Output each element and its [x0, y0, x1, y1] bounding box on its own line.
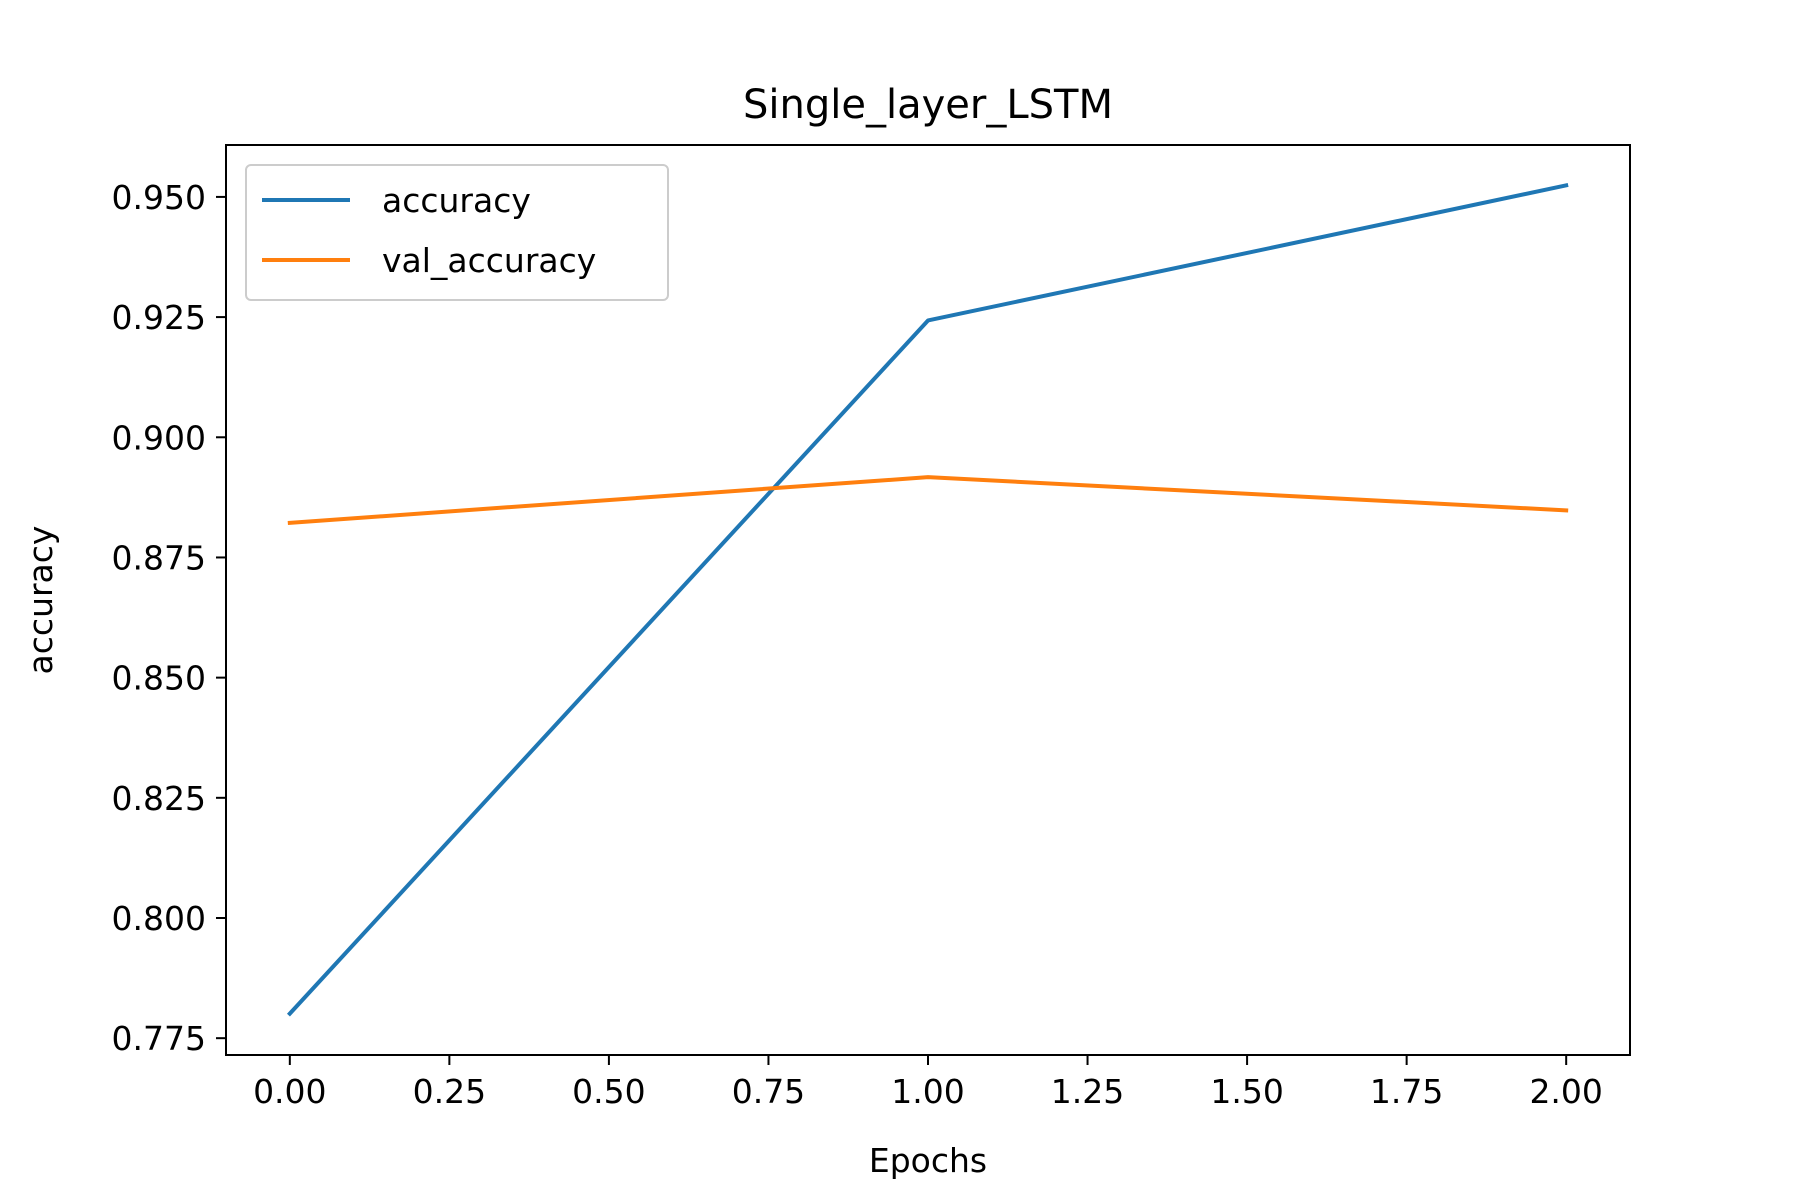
legend: accuracy val_accuracy [245, 164, 669, 301]
y-tick-label: 0.900 [112, 418, 206, 457]
y-tick-label: 0.850 [112, 659, 206, 698]
y-tick-label: 0.925 [112, 298, 206, 337]
ticks-layer: 0.00 0.25 0.50 0.75 1.00 1.25 1.50 1.75 2.00 0.77… [112, 178, 1603, 1111]
x-tick-label: 1.00 [891, 1072, 964, 1111]
x-tick-label: 0.00 [253, 1072, 326, 1111]
y-tick-label: 0.775 [112, 1019, 206, 1058]
x-tick-label: 1.75 [1370, 1072, 1443, 1111]
series-layer [286, 183, 1569, 1017]
plot-frame [225, 144, 1631, 1056]
x-tick-label: 2.00 [1529, 1072, 1602, 1111]
x-tick-label: 1.50 [1210, 1072, 1283, 1111]
y-tick-label: 0.875 [112, 538, 206, 577]
legend-box [245, 164, 669, 301]
legend-label-val-accuracy: val_accuracy [382, 241, 596, 280]
y-tick-label: 0.950 [112, 178, 206, 217]
legend-label-accuracy: accuracy [382, 181, 531, 220]
x-tick-label: 0.50 [572, 1072, 645, 1111]
y-tick-label: 0.800 [112, 899, 206, 938]
x-axis-title: Epochs [869, 1141, 987, 1180]
chart-title: Single_layer_LSTM [743, 82, 1113, 128]
x-tick-label: 0.75 [732, 1072, 805, 1111]
x-tick-label: 1.25 [1051, 1072, 1124, 1111]
x-tick-label: 0.25 [413, 1072, 486, 1111]
y-axis-title: accuracy [21, 526, 60, 675]
y-tick-label: 0.825 [112, 779, 206, 818]
